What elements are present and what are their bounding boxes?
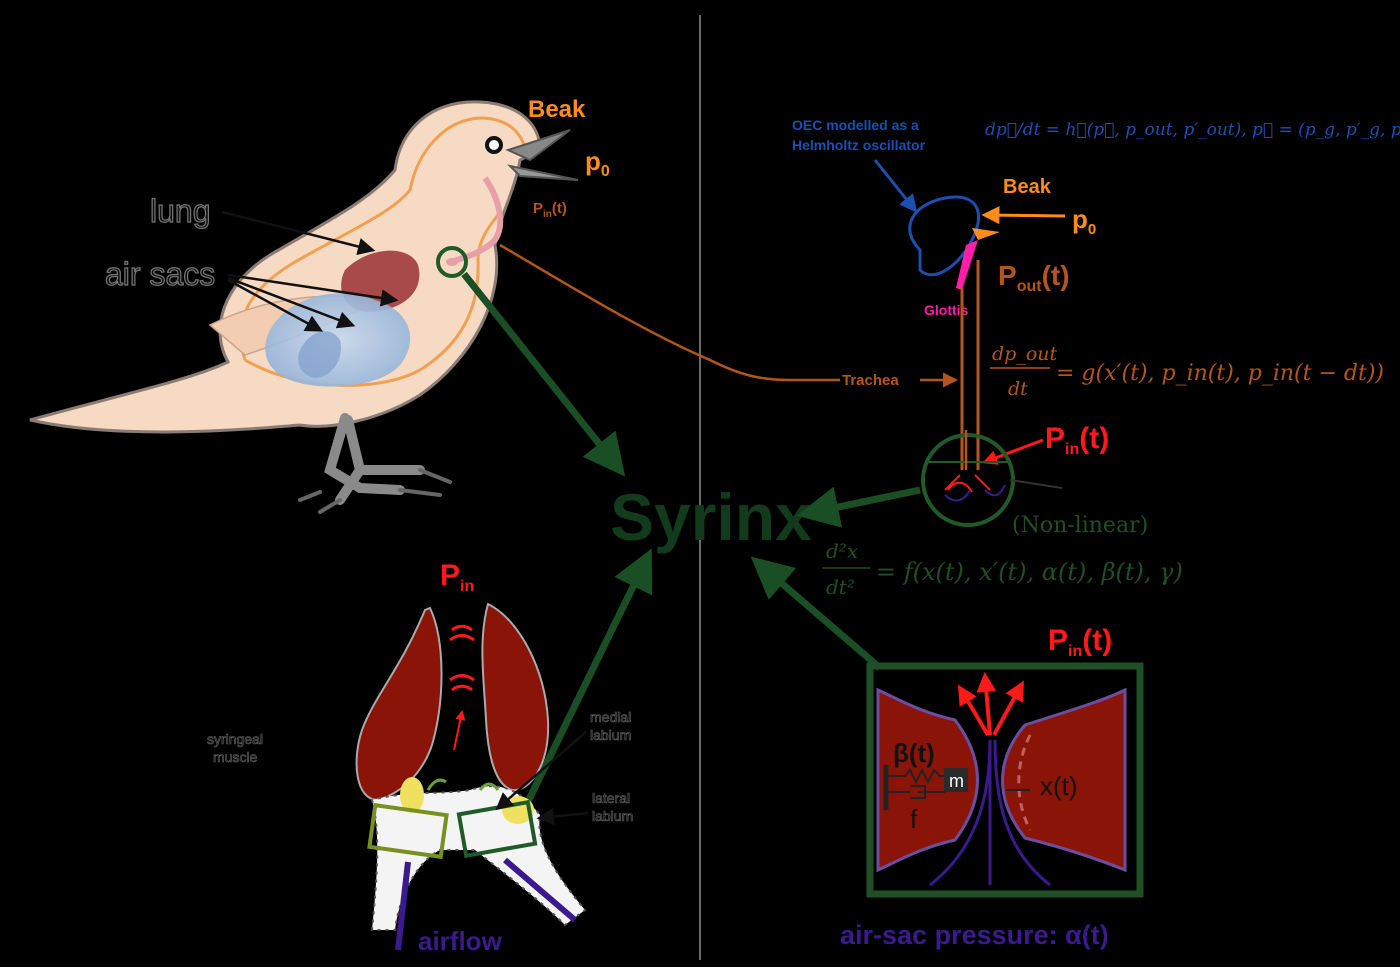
label-pin-small: Pin(t): [533, 200, 567, 220]
lung-pointer: [221, 210, 376, 256]
trachea-eq-rhs: = g(x′(t), p_in(t), p_in(t − dt)): [1056, 361, 1384, 386]
bird-trachea: [450, 176, 504, 265]
olive-box: [367, 802, 449, 860]
label-beak-right: Beak: [1003, 176, 1052, 198]
right-syringeal-muscle: [481, 602, 550, 792]
syrinx-circle-right: [921, 433, 1015, 527]
trachea-eq-den: dt: [1008, 378, 1028, 400]
label-m: m: [949, 771, 964, 791]
airflow-line-left: [395, 861, 411, 951]
syrinx-circle-detail: [944, 474, 991, 493]
syrinx-anatomy: [355, 602, 587, 951]
label-lateral-1: lateral: [592, 790, 630, 806]
syrinx-eq-rhs: = f(x(t), x′(t), α(t), β(t), γ): [876, 558, 1183, 586]
pin-right-pointer: [982, 438, 1044, 465]
trachea-tube: [960, 260, 980, 470]
flow-lines: [929, 739, 1051, 887]
label-lung: lung: [150, 193, 211, 229]
trachea-eq-num: dp_out: [992, 343, 1058, 365]
bird-beak-upper: [505, 129, 571, 162]
obc-label-line1: OEC modelled as a: [792, 117, 919, 133]
left-syringeal-muscle: [355, 606, 443, 802]
syrinx-eq-den: dt²: [826, 575, 855, 599]
obc-equation: dp⃗/dt = h⃗(p⃗, p_out, p′_out), p⃗ = (p_…: [985, 120, 1400, 140]
label-airflow: airflow: [418, 926, 503, 956]
green-box: [456, 799, 538, 859]
label-glottis: Glottis: [924, 302, 969, 318]
air-sac-pointer-1: [227, 273, 399, 307]
label-p0-left: p0: [585, 146, 610, 180]
label-pin-box: Pin(t): [1048, 624, 1112, 660]
airflow-line-right: [503, 857, 577, 923]
medial-pointer: [495, 731, 587, 811]
label-pin-muscle: Pin: [440, 559, 474, 595]
label-trachea: Trachea: [842, 372, 899, 389]
obc-label-line2: Helmholtz oscillator: [792, 137, 926, 153]
bird-claws: [298, 468, 452, 514]
label-beak-left: Beak: [528, 96, 586, 123]
arrow-bird-to-syrinx: [461, 271, 626, 477]
label-nonlinear: (Non-linear): [1012, 513, 1148, 538]
label-xt: x(t): [1040, 771, 1078, 801]
air-sac-pointer-3: [227, 278, 324, 332]
label-lateral-2: labium: [592, 808, 633, 824]
bird-air-sac-inner: [298, 331, 341, 378]
arrow-labia-to-syrinx: [516, 548, 653, 820]
obc-pointer: [873, 159, 918, 213]
label-f: f: [910, 804, 918, 834]
spring: [888, 767, 945, 785]
label-p0-right: p0: [1072, 204, 1096, 238]
label-air-sacs: air sacs: [105, 256, 215, 292]
glottis-shape: [956, 240, 978, 290]
damper: [888, 785, 945, 799]
label-psat: Pout(t): [998, 260, 1070, 295]
bird-illustration: [29, 100, 579, 514]
bird-syrinx-marker: [436, 246, 468, 278]
label-medial-2: labium: [590, 727, 631, 743]
label-beta: β(t): [893, 738, 935, 768]
bird-beak-lower: [506, 164, 579, 181]
arrow-model-to-syrinx: [796, 486, 921, 528]
right-labium: [1001, 687, 1127, 873]
arrow-box-to-syrinx: [750, 556, 883, 671]
syrinx-eq-num: d²x: [826, 539, 858, 563]
beak-right-shape: [972, 228, 1000, 240]
trachea-link-line: [499, 243, 840, 382]
label-syringeal-1: syringeal: [207, 731, 263, 747]
left-labium-anatomy: [400, 777, 424, 813]
oec-oval: [908, 195, 981, 277]
labia-model-box: [866, 662, 1144, 898]
air-sac-pointer-2: [227, 276, 356, 329]
label-syringeal-2: muscle: [213, 749, 258, 765]
beak-right-pointer: [981, 206, 1066, 225]
bird-leg: [324, 413, 425, 505]
lateral-pointer: [536, 807, 589, 826]
bird-eye: [485, 136, 503, 154]
label-air-sac-pressure: air-sac pressure: α(t): [840, 920, 1109, 950]
label-medial-1: medial: [590, 709, 631, 725]
label-pin-right: Pin(t): [1045, 422, 1109, 458]
syrinx-title: Syrinx: [610, 480, 812, 554]
mass-block: [944, 768, 968, 792]
